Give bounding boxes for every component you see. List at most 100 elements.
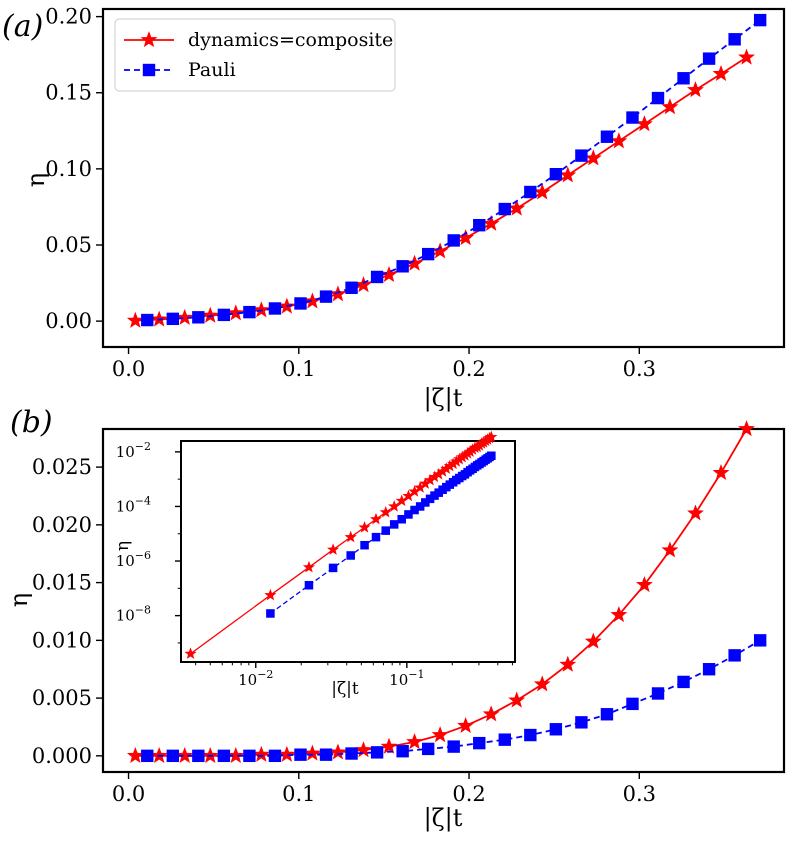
y-tick-exponent: −4 — [135, 494, 151, 507]
composite-star-point — [712, 65, 730, 82]
x-tick-label: 0.0 — [112, 357, 145, 381]
panel-b-series — [126, 420, 767, 763]
composite-star-point — [388, 500, 401, 512]
pauli-square-point — [319, 290, 333, 303]
pauli-square-point — [728, 649, 741, 662]
legend-label-pauli: Pauli — [188, 59, 236, 81]
composite-star-point — [610, 606, 628, 623]
composite-star-point — [344, 530, 357, 543]
pauli-square-point — [753, 634, 767, 647]
pauli-square-point — [166, 312, 180, 326]
composite-star-point — [264, 588, 277, 601]
pauli-square-point — [294, 748, 307, 761]
pauli-square-point — [141, 313, 154, 327]
pauli-square-point — [319, 748, 333, 761]
composite-star-point — [379, 505, 392, 518]
pauli-square-point — [702, 663, 716, 676]
panel-a-x-ticks: 0.0 0.1 0.2 0.3 — [112, 347, 656, 381]
pauli-square-point — [243, 749, 256, 763]
panel-a-legend: dynamics=composite Pauli — [114, 18, 396, 92]
composite-star-point — [302, 560, 316, 573]
y-tick-label: 0.05 — [45, 233, 92, 257]
legend-box — [114, 18, 396, 92]
composite-star-point — [738, 48, 755, 65]
composite-star-point — [661, 541, 679, 558]
composite-star-point — [661, 98, 679, 115]
pauli-square-point — [600, 708, 614, 721]
pauli-square-point — [702, 52, 716, 65]
y-tick-label: 0.20 — [45, 5, 92, 29]
composite-star-point — [482, 705, 500, 722]
y-tick-label: 0.00 — [45, 309, 92, 333]
pauli-square-point — [345, 747, 358, 760]
pauli-square-point — [217, 308, 231, 322]
pauli-square-point — [370, 270, 384, 284]
pauli-square-point — [381, 526, 390, 535]
pauli-square-point — [487, 451, 496, 461]
pauli-square-point — [421, 247, 435, 261]
pauli-square-point — [397, 514, 406, 524]
pauli-square-point — [410, 505, 419, 515]
composite-star-point — [184, 647, 197, 659]
composite-star-point — [687, 81, 704, 98]
pauli-square-point — [328, 563, 338, 573]
pauli-square-point — [447, 234, 460, 247]
panel-b-y-axis-label: η — [5, 593, 33, 607]
pauli-square-point — [651, 91, 665, 105]
legend-marker-composite — [140, 31, 158, 48]
legend-label-composite: dynamics=composite — [188, 29, 393, 51]
y-tick-label: 0.020 — [32, 513, 92, 537]
y-tick-label: 0.15 — [45, 81, 92, 105]
pauli-square-point — [294, 297, 307, 310]
x-tick-exponent: −2 — [257, 668, 273, 681]
inset-x-ticks: 10−2 10−1 — [195, 662, 513, 689]
pauli-square-point — [266, 609, 275, 618]
panel-a-y-ticks: 0.00 0.05 0.10 0.15 0.20 — [45, 5, 103, 333]
pauli-square-point — [728, 33, 741, 46]
y-tick-exponent: −6 — [135, 549, 151, 562]
y-tick-label: 0.10 — [45, 157, 92, 181]
composite-star-point — [358, 521, 371, 533]
pauli-square-point — [371, 532, 381, 542]
composite-star-point — [533, 675, 551, 692]
panel-b: (b) 0.0 0.1 0.2 0.3 0.0000.0050.0100.0150.0… — [5, 405, 786, 833]
composite-star-point — [738, 420, 755, 437]
panel-a-x-axis-label: |ζ|t — [424, 384, 463, 413]
pauli-square-point — [600, 130, 614, 143]
pauli-square-point — [575, 716, 588, 729]
pauli-square-point — [404, 510, 413, 519]
pauli-square-point — [549, 167, 563, 181]
pauli-square-point — [243, 305, 256, 319]
pauli-square-point — [141, 749, 154, 763]
panel-b-y-ticks: 0.000 0.005 0.010 0.015 0.020 0.025 — [32, 455, 103, 768]
pauli-square-point — [217, 749, 231, 763]
pauli-square-point — [524, 728, 537, 742]
pauli-square-point — [370, 746, 384, 759]
pauli-square-point — [626, 111, 639, 124]
pauli-square-point — [498, 202, 511, 216]
pauli-square-point — [304, 580, 314, 590]
x-tick-label: 0.0 — [112, 782, 145, 806]
inset-y-axis-label: η — [113, 541, 133, 551]
composite-star-point — [508, 691, 526, 708]
x-tick-label: 0.1 — [282, 782, 315, 806]
panel-b-inset: 10−2 10−1 10−810−610−410−2 |ζ|t η — [113, 430, 516, 699]
pauli-square-point — [651, 687, 665, 700]
panel-a-label: (a) — [2, 9, 43, 44]
pauli-square-point — [473, 218, 486, 232]
pauli-square-point — [677, 72, 690, 85]
x-tick-label: 0.3 — [623, 782, 656, 806]
panel-a-y-axis-label: η — [22, 173, 50, 187]
pauli-square-point — [166, 749, 180, 763]
pauli-square-point — [753, 13, 767, 27]
pauli-square-point — [677, 675, 690, 689]
pauli-square-point — [192, 311, 205, 324]
pauli-square-point — [575, 149, 588, 162]
composite-star-point — [431, 726, 449, 743]
y-tick-exponent: −8 — [135, 604, 151, 617]
panel-a: (a) 0.0 0.1 0.2 0.3 0.00 0.05 0.10 0.15 0.20 |ζ… — [2, 5, 786, 413]
pauli-square-point — [524, 185, 537, 199]
x-tick-label: 0.2 — [452, 782, 485, 806]
pauli-square-point — [415, 502, 425, 511]
